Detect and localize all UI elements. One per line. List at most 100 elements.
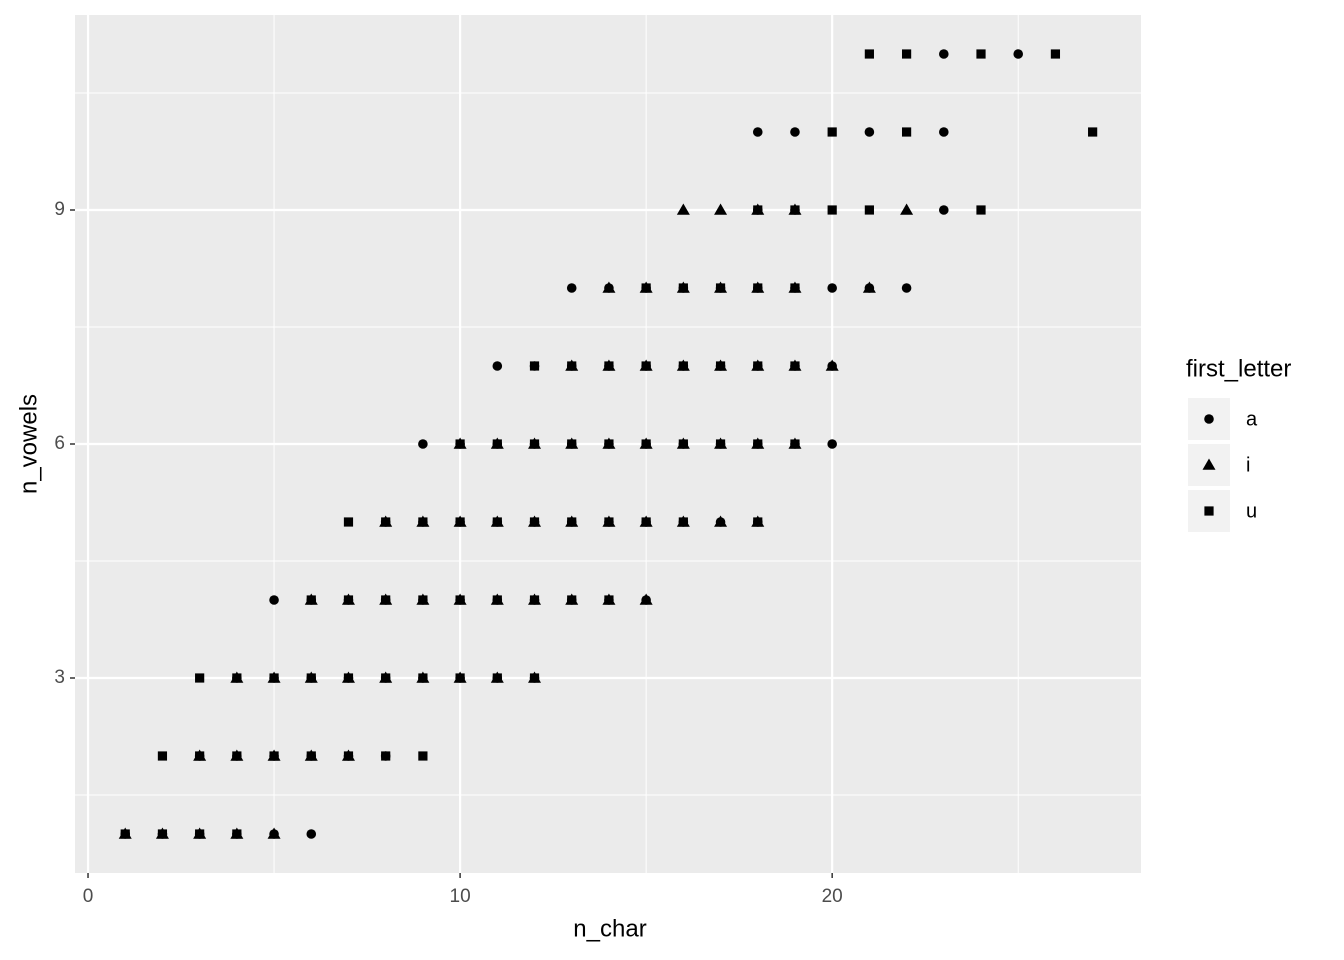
point xyxy=(602,281,616,293)
point xyxy=(639,593,653,605)
point xyxy=(938,127,949,137)
point xyxy=(529,361,540,371)
point xyxy=(418,517,428,527)
point xyxy=(455,595,465,605)
point xyxy=(827,439,837,449)
point xyxy=(753,283,763,293)
legend-title: first_letter xyxy=(1186,355,1291,382)
point xyxy=(418,439,428,449)
point xyxy=(455,673,465,683)
point xyxy=(492,439,502,449)
legend-symbol xyxy=(1204,414,1214,424)
point xyxy=(306,751,316,761)
point xyxy=(901,49,912,59)
point xyxy=(604,595,614,605)
point xyxy=(753,205,763,215)
point xyxy=(752,127,763,137)
legend-label: u xyxy=(1246,500,1257,522)
point xyxy=(678,283,688,293)
point xyxy=(157,829,168,839)
point xyxy=(381,595,391,605)
point xyxy=(157,751,168,761)
point xyxy=(604,517,614,527)
point xyxy=(901,283,912,293)
point xyxy=(120,829,130,839)
point xyxy=(306,829,317,839)
point xyxy=(715,439,726,449)
legend-label: a xyxy=(1246,408,1258,430)
point xyxy=(343,751,354,761)
point xyxy=(343,673,354,683)
point xyxy=(901,127,912,137)
x-tick-label: 20 xyxy=(822,886,843,907)
point xyxy=(790,361,800,371)
point xyxy=(790,439,800,449)
point xyxy=(976,49,986,59)
point xyxy=(825,359,839,371)
point xyxy=(714,515,728,527)
point xyxy=(641,439,651,449)
point xyxy=(567,361,577,371)
point xyxy=(864,127,875,137)
point xyxy=(938,49,949,59)
point xyxy=(195,829,205,839)
legend-symbol xyxy=(1202,458,1216,470)
point xyxy=(455,517,465,527)
point xyxy=(343,517,354,527)
point xyxy=(492,595,502,605)
point xyxy=(529,517,540,527)
point xyxy=(827,283,837,293)
point xyxy=(641,361,651,371)
point xyxy=(232,829,242,839)
point xyxy=(492,673,502,683)
x-axis-title: n_char xyxy=(573,915,646,942)
point xyxy=(678,517,688,527)
point xyxy=(864,205,874,215)
point xyxy=(790,283,800,293)
point xyxy=(567,595,577,605)
point xyxy=(232,673,242,683)
point xyxy=(604,361,614,371)
x-tick-label: 10 xyxy=(450,886,471,907)
point xyxy=(753,439,763,449)
point xyxy=(343,595,354,605)
point xyxy=(864,49,874,59)
point xyxy=(195,751,205,761)
point xyxy=(567,517,577,527)
point xyxy=(267,827,281,839)
point xyxy=(306,673,316,683)
point xyxy=(269,595,279,605)
point xyxy=(976,205,986,215)
point xyxy=(306,595,316,605)
point xyxy=(790,127,800,137)
point xyxy=(715,283,726,293)
point xyxy=(676,203,690,215)
legend-label: i xyxy=(1246,454,1250,476)
point xyxy=(827,205,837,215)
point xyxy=(418,673,428,683)
point xyxy=(195,673,205,683)
point xyxy=(529,595,540,605)
x-tick-label: 0 xyxy=(83,886,94,907)
point xyxy=(641,517,651,527)
point xyxy=(900,203,914,215)
point xyxy=(862,281,876,293)
point xyxy=(529,673,540,683)
point xyxy=(753,517,763,527)
point xyxy=(418,595,428,605)
point xyxy=(678,439,688,449)
y-axis-title: n_vowels xyxy=(15,394,42,494)
point xyxy=(790,205,800,215)
legend-symbol xyxy=(1204,506,1214,516)
y-tick-label: 6 xyxy=(54,433,65,454)
point xyxy=(492,517,502,527)
point xyxy=(381,517,391,527)
point xyxy=(232,751,242,761)
point xyxy=(753,361,763,371)
point xyxy=(714,203,728,215)
y-tick-label: 9 xyxy=(54,199,65,220)
point xyxy=(492,361,503,371)
point xyxy=(381,751,391,761)
point xyxy=(1088,127,1098,137)
